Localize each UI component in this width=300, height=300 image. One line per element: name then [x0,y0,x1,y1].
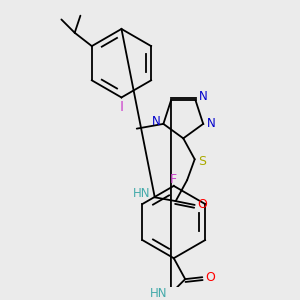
Text: N: N [199,90,208,103]
Text: I: I [119,100,124,114]
Text: O: O [197,198,207,212]
Text: N: N [206,117,215,130]
Text: HN: HN [150,287,167,300]
Text: N: N [152,116,160,128]
Text: F: F [170,173,177,186]
Text: S: S [198,155,206,168]
Text: O: O [205,271,215,284]
Text: HN: HN [133,187,150,200]
